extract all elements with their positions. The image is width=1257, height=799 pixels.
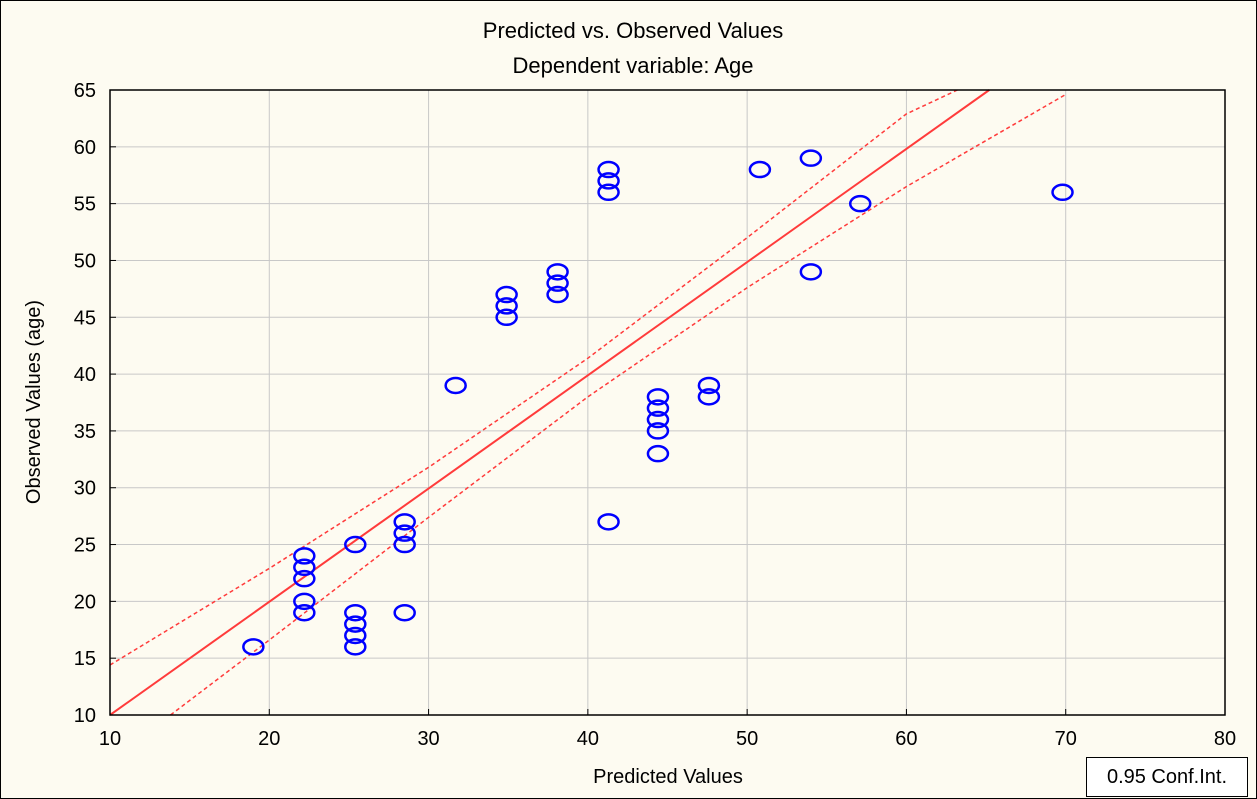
data-point: [1051, 183, 1074, 202]
y-tick-label: 45: [74, 307, 96, 329]
y-tick-label: 50: [74, 250, 96, 272]
data-point: [799, 263, 823, 281]
data-point: [293, 569, 316, 588]
data-point: [597, 160, 620, 179]
data-point: [646, 388, 670, 406]
confidence-upper-line: [109, 89, 958, 666]
x-axis-label: Predicted Values: [593, 766, 743, 788]
data-point: [393, 603, 416, 622]
y-tick-label: 10: [74, 705, 96, 727]
x-tick-label: 20: [258, 728, 280, 750]
data-point: [293, 592, 316, 611]
tick-labels: 10 20 30 40 50 60 70 80 10 15 20 25 30 35 40 45 50 55 60 65: [74, 80, 1236, 750]
data-point: [344, 535, 367, 554]
chart-subtitle: Dependent variable: Age: [513, 53, 754, 78]
x-tick-label: 10: [99, 728, 121, 750]
x-tick-label: 80: [1214, 728, 1236, 750]
x-tick-label: 50: [736, 728, 758, 750]
y-tick-label: 55: [74, 194, 96, 216]
data-points: [242, 149, 1074, 656]
data-point: [242, 638, 265, 656]
data-point: [495, 297, 518, 315]
data-point: [848, 194, 872, 213]
data-point: [444, 376, 467, 395]
y-axis-label: Observed Values (age): [23, 300, 45, 504]
data-point: [546, 274, 569, 292]
data-point: [597, 513, 620, 531]
data-point: [344, 638, 367, 656]
data-point: [799, 149, 823, 167]
data-point: [697, 388, 721, 406]
data-point: [697, 376, 721, 395]
y-tick-label: 35: [74, 421, 96, 443]
x-tick-label: 70: [1055, 728, 1077, 750]
data-point: [546, 285, 569, 304]
data-point: [646, 444, 670, 463]
data-point: [393, 524, 416, 542]
data-point: [646, 410, 670, 429]
fit-lines: [109, 89, 1067, 716]
data-point: [344, 603, 367, 622]
chart-title: Predicted vs. Observed Values: [483, 18, 783, 43]
data-point: [597, 183, 620, 202]
confidence-lower-line: [170, 93, 1067, 716]
data-point: [546, 263, 569, 281]
x-tick-label: 40: [577, 728, 599, 750]
data-point: [495, 308, 518, 327]
data-point: [646, 399, 670, 417]
y-tick-label: 30: [74, 478, 96, 500]
plot-area-border: [109, 89, 1226, 716]
regression-line: [109, 89, 990, 716]
data-point: [597, 172, 620, 190]
grid-lines: [109, 89, 1226, 716]
data-point: [344, 615, 367, 633]
y-tick-label: 60: [74, 137, 96, 159]
data-point: [293, 558, 316, 577]
y-tick-label: 65: [74, 80, 96, 102]
data-point: [393, 513, 416, 531]
data-point: [495, 285, 518, 304]
y-tick-label: 40: [74, 364, 96, 386]
x-tick-label: 30: [417, 728, 439, 750]
data-point: [393, 535, 416, 554]
y-tick-label: 20: [74, 591, 96, 613]
data-point: [344, 626, 367, 645]
data-point: [646, 422, 670, 440]
y-tick-label: 25: [74, 535, 96, 557]
y-tick-label: 15: [74, 648, 96, 670]
data-point: [748, 160, 772, 179]
x-tick-label: 60: [895, 728, 917, 750]
data-point: [293, 547, 316, 565]
legend-box: 0.95 Conf.Int.: [1086, 757, 1248, 797]
data-point: [293, 603, 316, 622]
